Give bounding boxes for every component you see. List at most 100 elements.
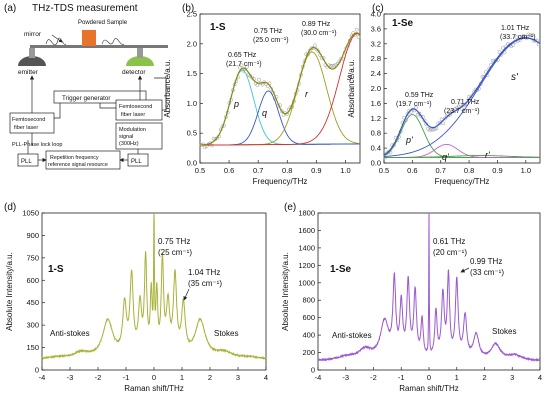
- panel-c-peak1-line2: (19.7 cm⁻¹): [396, 101, 432, 108]
- data-point: [354, 27, 359, 32]
- y-tick-label: 400: [302, 331, 315, 340]
- panel-d-series: [41, 213, 267, 361]
- y-tick-label: 600: [302, 313, 315, 322]
- y-tick-label: 900: [26, 231, 39, 240]
- panel-c-sample-label: 1-Se: [392, 18, 414, 29]
- panel-b-peak3-line1: 0.89 THz: [302, 21, 331, 28]
- panel-c-label-q: q': [442, 152, 449, 162]
- panel-a: (a) THz-TDS measurement Powdered Sample …: [4, 3, 168, 170]
- emitter-icon: [18, 56, 46, 66]
- y-tick-label: 0.4: [371, 144, 381, 153]
- y-tick-label: 1050: [22, 209, 39, 218]
- x-tick-label: 3: [510, 373, 514, 382]
- panel-b-ticks: 0.5 0.6 0.7 0.8 0.9 1.00.00.51.01.52.02.5Freq…: [187, 10, 351, 187]
- x-tick-label: 4: [264, 373, 268, 382]
- modulation-line1: Modulation: [119, 127, 146, 133]
- rep-freq-line2: reference signal resource: [48, 162, 108, 168]
- data-point: [238, 65, 242, 70]
- panel-a-connections: [27, 75, 167, 163]
- y-tick-label: 1000: [298, 278, 315, 287]
- x-tick-label: 1: [180, 373, 184, 382]
- panel-a-letter: (a): [4, 3, 16, 14]
- panel-c-peak3-line2: (33.7 cm⁻¹): [500, 34, 536, 41]
- panel-b: (b) Absorbance/a.u. 0.5 0.6 0.7 0.8 0.9 1.0 0.…: [163, 3, 361, 187]
- data-point: [514, 35, 519, 39]
- panel-c-ylabel: Absorbance/a.u.: [347, 59, 356, 117]
- x-axis-label: Raman shift/THz: [124, 384, 184, 393]
- panel-e-stokes-label: Stokes: [492, 327, 516, 336]
- x-tick-label: 0.8: [282, 166, 292, 175]
- x-axis-label: Frequency/THz: [435, 177, 490, 186]
- pll-left-label: PLL: [21, 159, 32, 165]
- data-point: [460, 107, 464, 111]
- rep-freq-line1: Repetition frequency: [50, 155, 99, 161]
- panel-e-anti-stokes-label: Anti-stokes: [332, 331, 372, 340]
- data-point: [328, 64, 333, 68]
- data-point: [332, 63, 336, 68]
- y-tick-label: 1200: [298, 261, 315, 270]
- x-tick-label: 4: [538, 373, 542, 382]
- data-point: [497, 50, 502, 54]
- mirror-label: mirror: [24, 31, 42, 38]
- x-tick-label: 0.7: [436, 166, 446, 175]
- panel-b-letter: (b): [182, 3, 194, 14]
- x-tick-label: 0.9: [311, 166, 321, 175]
- raman-spectrum-line: [317, 212, 541, 363]
- y-tick-label: 1800: [298, 209, 315, 218]
- y-tick-label: 1.5: [187, 69, 197, 78]
- data-point: [213, 137, 218, 141]
- fit-component-4: [200, 33, 360, 146]
- fs-laser-left-line1: Femtosecond: [12, 117, 45, 123]
- data-point: [439, 117, 444, 122]
- emitter-label: emitter: [18, 69, 39, 76]
- panel-d-annot1-line2: (25 cm⁻¹): [158, 248, 192, 257]
- y-tick-label: 0.0: [371, 159, 381, 168]
- panel-e-sample-label: 1-Se: [330, 264, 352, 275]
- panel-b-peak1-line2: (21.7 cm⁻¹): [226, 61, 262, 68]
- panel-c-ticks: 0.5 0.6 0.7 0.8 0.9 1.0 0.0 0.4 0.8 1.2 1.6 2.0 2.4 2…: [371, 10, 531, 187]
- panel-c-label-s: s': [511, 72, 519, 83]
- data-point: [441, 121, 446, 126]
- x-tick-label: 1.0: [340, 166, 350, 175]
- data-point: [528, 33, 532, 38]
- panel-b-label-q: q: [262, 108, 267, 118]
- panel-d-letter: (d): [4, 202, 16, 213]
- x-axis-label: Raman shift/THz: [399, 384, 459, 393]
- modulation-line2: signal: [119, 134, 133, 140]
- x-tick-label: 1.0: [521, 166, 531, 175]
- panel-d-annot2-line1: 1.04 THz: [188, 268, 220, 277]
- y-tick-label: 2.0: [187, 39, 197, 48]
- y-tick-label: 300: [26, 321, 39, 330]
- panel-c-label-p: p': [405, 135, 413, 145]
- panel-b-plot-frame: [199, 13, 361, 164]
- y-tick-label: 2.0: [371, 84, 381, 93]
- x-tick-label: -2: [370, 373, 377, 382]
- pll-right-label: PLL: [131, 159, 142, 165]
- data-point: [239, 63, 244, 68]
- panel-d-ticks: -4 -3 -2 -1 0 1 2 3 4 0 150 300 450 600 750 900 1050 Rama…: [22, 209, 268, 394]
- y-tick-label: 0: [311, 366, 315, 375]
- data-point: [417, 111, 422, 116]
- detector-icon: [126, 56, 154, 66]
- data-point: [309, 46, 314, 51]
- x-tick-label: -4: [315, 373, 322, 382]
- panel-e-series: [317, 212, 541, 363]
- panel-d-anti-stokes-label: Anti-stokes: [50, 329, 90, 338]
- x-tick-label: 1: [455, 373, 459, 382]
- x-tick-label: -2: [95, 373, 102, 382]
- y-tick-label: 1.0: [187, 99, 197, 108]
- detector-label: detector: [122, 69, 146, 76]
- data-point: [356, 35, 361, 39]
- panel-d-annot1-line1: 0.75 THz: [158, 237, 190, 246]
- panel-c-label-r: r': [485, 150, 490, 160]
- x-tick-label: 0.5: [379, 166, 389, 175]
- panel-d-ylabel: Absolute Intensity/a.u.: [5, 252, 14, 331]
- x-axis-label: Frequency/THz: [253, 177, 308, 186]
- x-tick-label: 2: [208, 373, 212, 382]
- x-tick-label: -4: [39, 373, 46, 382]
- x-tick-label: 2: [482, 373, 486, 382]
- y-tick-label: 2.5: [187, 10, 197, 19]
- fs-laser-right-line1: Femtosecond: [119, 104, 152, 110]
- fit-component-3: [384, 155, 540, 158]
- panel-d-sample-label: 1-S: [48, 264, 64, 275]
